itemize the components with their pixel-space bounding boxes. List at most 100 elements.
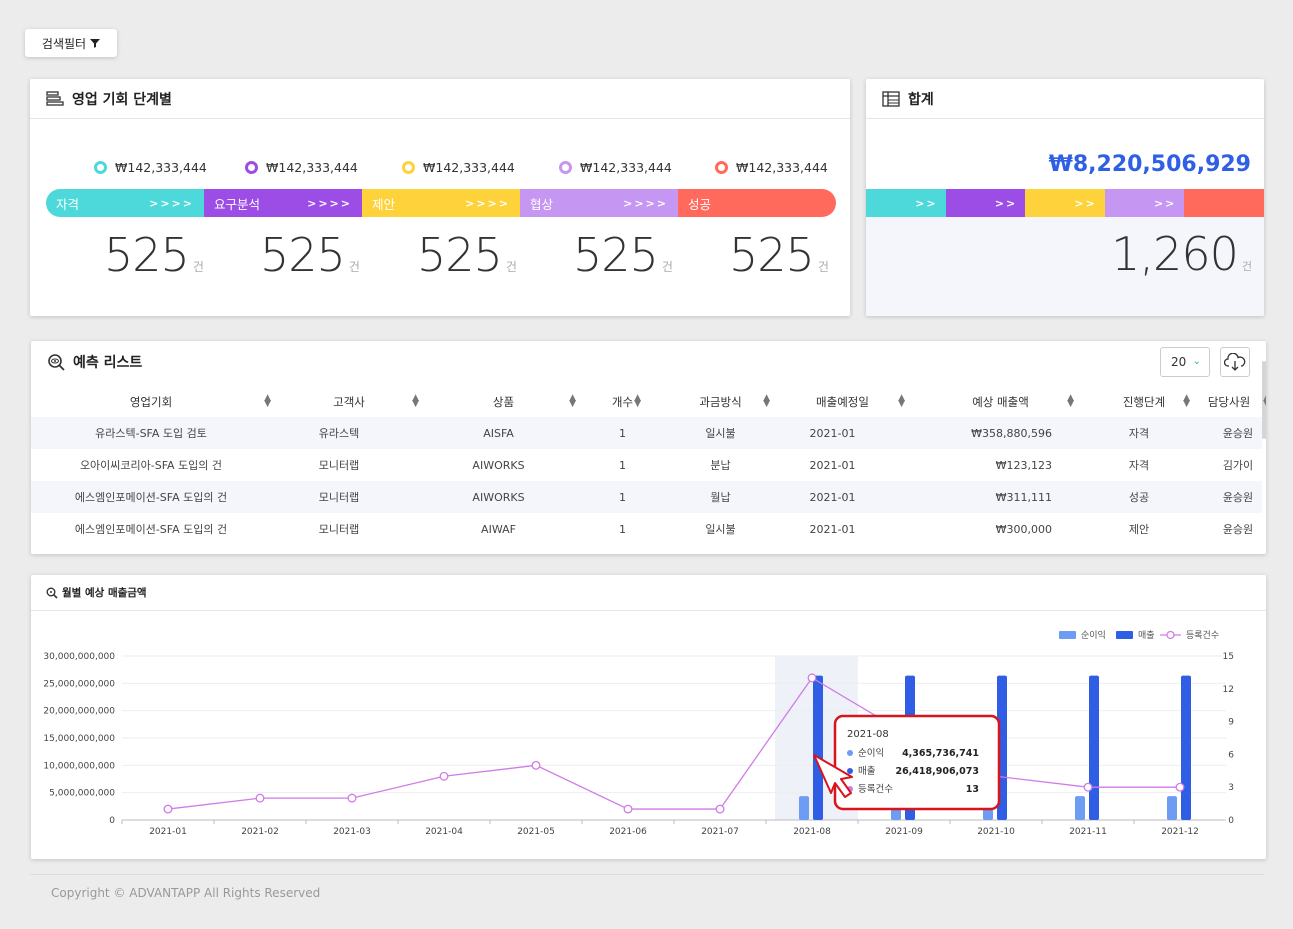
- stage-needs-analysis[interactable]: 요구분석 >>>>: [204, 189, 362, 217]
- forecast-list-title: 예측 리스트: [73, 355, 143, 371]
- stage-success[interactable]: 성공: [678, 189, 836, 217]
- cell-expected-sales: ₩123,123: [995, 458, 1052, 472]
- table-row[interactable]: 에스엠인포메이션-SFA 도입의 건 모니터랩 AIWORKS 1 월납 2021-01 ₩…: [31, 481, 1262, 513]
- tooltip-value: 13: [966, 784, 979, 795]
- stage-dot-5: [715, 161, 728, 174]
- y2-tick-label: 9: [1228, 718, 1234, 728]
- sort-icon: ▲▼: [763, 393, 770, 409]
- total-amount: ₩8,220,506,929: [1048, 152, 1251, 177]
- stage-dot-2: [245, 161, 258, 174]
- filter-button-label: 검색필터: [41, 36, 87, 51]
- cell-product: AIWORKS: [472, 458, 525, 472]
- stage-negotiation[interactable]: 협상 >>>>: [520, 189, 678, 217]
- table-header-row: 영업기회 ▲ ▼ 고객사 ▲ ▼ 상품 ▲ ▼ 개수 ▲ ▼ 과금방식 ▲ ▼ 매출예정일 ▲ ▼ 예상…: [31, 387, 1266, 417]
- monthly-chart-card: 월별 예상 매출금액 30,000,000,000 25,000,000,000 2…: [31, 575, 1266, 859]
- stage-proposal[interactable]: 제안 >>>>: [362, 189, 520, 217]
- x-tick-label: 2021-12: [1161, 827, 1199, 837]
- cell-owner: 윤승원: [1222, 523, 1254, 536]
- stage-amount-3: ₩142,333,444: [402, 160, 515, 175]
- col-header-customer[interactable]: 고객사 ▲ ▼: [333, 393, 419, 410]
- cell-customer: 모니터랩: [318, 523, 360, 536]
- table-row[interactable]: 에스엠인포메이션-SFA 도입의 건 모니터랩 AIWAF 1 일시불 2021-01 ₩3…: [31, 513, 1262, 545]
- monthly-chart: 30,000,000,000 25,000,000,000 20,000,000,0…: [43, 629, 1234, 837]
- stage-dot-4: [559, 161, 572, 174]
- total-seg-3: >>: [1025, 189, 1105, 217]
- bar-net-profit: [1075, 796, 1085, 820]
- cell-opportunity: 에스엠인포메이션-SFA 도입의 건: [74, 523, 228, 536]
- point-registrations: [163, 804, 173, 814]
- scrollbar[interactable]: [1262, 361, 1266, 439]
- x-tick-label: 2021-03: [333, 827, 371, 837]
- table-row[interactable]: 오아이씨코리아-SFA 도입의 건 모니터랩 AIWORKS 1 분납 2021-01 ₩1…: [31, 449, 1262, 481]
- cell-customer: 모니터랩: [271, 481, 427, 513]
- cell-owner: 김가이: [1222, 459, 1254, 472]
- total-stage-bar: >> >> >> >>: [866, 189, 1264, 217]
- cell-quantity: 1: [580, 481, 665, 513]
- x-tick-label: 2021-02: [241, 827, 279, 837]
- monthly-chart-title: 월별 예상 매출금액: [62, 587, 147, 599]
- x-tick-label: 2021-01: [149, 827, 187, 837]
- col-header-quantity[interactable]: 개수 ▲ ▼: [611, 393, 641, 410]
- cell-stage: 자격: [1128, 459, 1150, 472]
- cell-stage: 자격: [1092, 417, 1196, 449]
- forecast-table: 영업기회 ▲ ▼ 고객사 ▲ ▼ 상품 ▲ ▼ 개수 ▲ ▼ 과금방식 ▲ ▼ 매출예정일 ▲ ▼ 예상…: [31, 387, 1266, 545]
- tooltip-dot: [847, 750, 853, 756]
- col-header-expected-sales[interactable]: 예상 매출액 ▲ ▼: [972, 393, 1074, 410]
- y-tick-label: 15,000,000,000: [43, 734, 115, 744]
- cell-owner: 윤승원: [1196, 481, 1262, 513]
- eye-search-icon: [47, 353, 65, 371]
- tooltip-label: 등록건수: [858, 784, 893, 795]
- total-count-area: 1,260 건: [866, 217, 1264, 316]
- y-tick-label: 0: [109, 816, 115, 826]
- bar-sales: [813, 675, 823, 820]
- y-tick-label: 10,000,000,000: [43, 761, 115, 771]
- cell-product: AISFA: [427, 417, 580, 449]
- tooltip-value: 4,365,736,741: [902, 748, 979, 759]
- cloud-download-button[interactable]: [1220, 347, 1250, 377]
- bar-sales: [1181, 675, 1191, 820]
- total-card-header: 합계: [866, 79, 1264, 119]
- col-header-billing[interactable]: 과금방식 ▲ ▼: [699, 393, 770, 410]
- y2-tick-label: 6: [1228, 750, 1234, 760]
- stage-bar: 자격 >>>> 요구분석 >>>> 제안 >>>> 협상 >>>> 성공: [46, 189, 836, 217]
- pipeline-title: 영업 기회 단계별: [72, 91, 172, 108]
- y2-tick-label: 12: [1223, 685, 1234, 695]
- stage-count-3: 525 건: [417, 228, 517, 282]
- page-size-select[interactable]: 20 ⌄: [1160, 347, 1210, 377]
- point-registrations: [623, 804, 633, 814]
- sort-icon: ▲▼: [264, 393, 271, 409]
- stage-qualify[interactable]: 자격 >>>>: [46, 189, 204, 217]
- cell-sales-date: 2021-01: [776, 417, 909, 449]
- col-header-product[interactable]: 상품 ▲ ▼: [492, 393, 576, 410]
- col-header-stage[interactable]: 진행단계 ▲ ▼: [1122, 393, 1190, 410]
- y-tick-label: 20,000,000,000: [43, 707, 115, 717]
- footer-divider: [30, 874, 1264, 875]
- stage-count-5: 525 건: [729, 228, 829, 282]
- cell-opportunity: 유라스텍-SFA 도입 검토: [31, 417, 271, 449]
- sort-icon: ▲▼: [412, 393, 419, 409]
- bar-net-profit: [1167, 796, 1177, 820]
- y2-tick-label: 0: [1228, 816, 1234, 826]
- line-registrations: [167, 677, 1180, 810]
- point-registrations: [807, 673, 817, 683]
- bar-sales: [1089, 675, 1099, 820]
- table-row[interactable]: 유라스텍-SFA 도입 검토 유라스텍 AISFA 1 일시불 2021-01 ₩358,8…: [31, 417, 1262, 449]
- sort-icon: ▲▼: [569, 393, 576, 409]
- cell-sales-date: 2021-01: [776, 481, 909, 513]
- legend-swatch-sales: [1116, 631, 1133, 639]
- col-header-owner[interactable]: 담당사원▲▼: [1196, 387, 1266, 417]
- stage-count-2: 525 건: [260, 228, 360, 282]
- stage-amount-5: ₩142,333,444: [715, 160, 828, 175]
- pipeline-card-header: 영업 기회 단계별: [30, 79, 850, 119]
- forecast-list-header: 예측 리스트: [31, 341, 1266, 383]
- col-header-opportunity[interactable]: 영업기회 ▲ ▼: [129, 393, 271, 410]
- cell-expected-sales: ₩311,111: [909, 481, 1092, 513]
- x-tick-label: 2021-04: [425, 827, 463, 837]
- col-header-sales-date[interactable]: 매출예정일 ▲ ▼: [816, 393, 905, 410]
- point-registrations: [1083, 782, 1093, 792]
- cell-product: AIWORKS: [427, 481, 580, 513]
- cell-billing: 일시불: [705, 523, 736, 536]
- x-tick-label: 2021-05: [517, 827, 555, 837]
- tooltip-label: 순이익: [858, 747, 884, 759]
- search-filter-button[interactable]: 검색필터: [25, 29, 117, 57]
